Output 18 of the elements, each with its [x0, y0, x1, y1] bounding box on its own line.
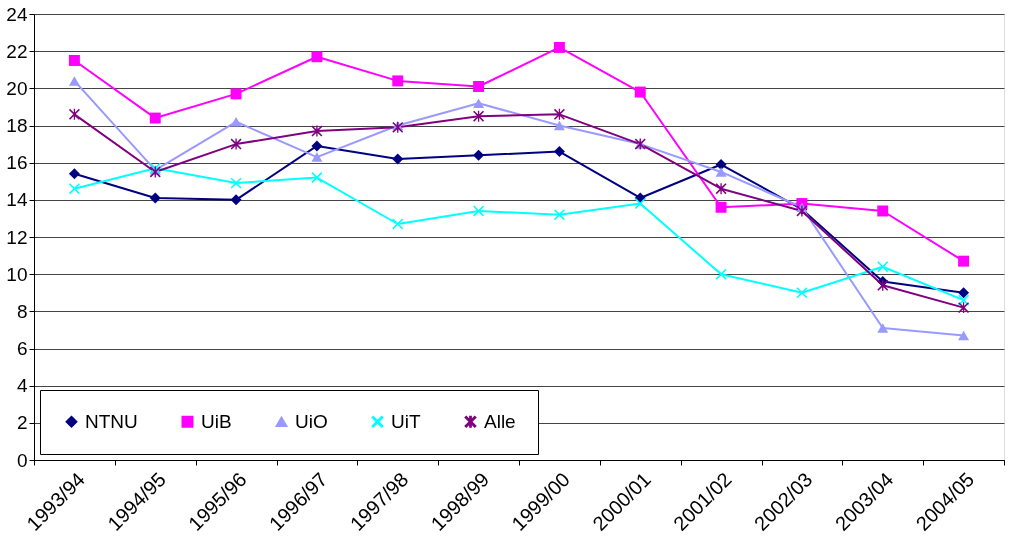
y-tick-label: 20 [6, 77, 28, 99]
y-tick-label: 8 [16, 300, 28, 322]
legend-label: UiB [201, 410, 232, 432]
legend-label: NTNU [85, 410, 138, 432]
y-tick-label: 18 [6, 115, 28, 136]
y-tick-label: 10 [6, 263, 28, 285]
legend-label: UiT [391, 410, 421, 432]
y-tick-label: 6 [16, 338, 28, 359]
y-tick-label: 16 [6, 152, 28, 174]
legend-label: UiO [295, 410, 328, 432]
y-tick-label: 4 [16, 375, 28, 397]
legend-label: Alle [484, 410, 516, 432]
y-tick-label: 12 [6, 226, 28, 248]
y-tick-label: 0 [16, 449, 28, 471]
y-tick-label: 2 [16, 412, 28, 434]
y-tick-label: 14 [6, 189, 28, 211]
y-tick-label: 24 [6, 3, 28, 25]
y-tick-label: 22 [6, 40, 28, 62]
